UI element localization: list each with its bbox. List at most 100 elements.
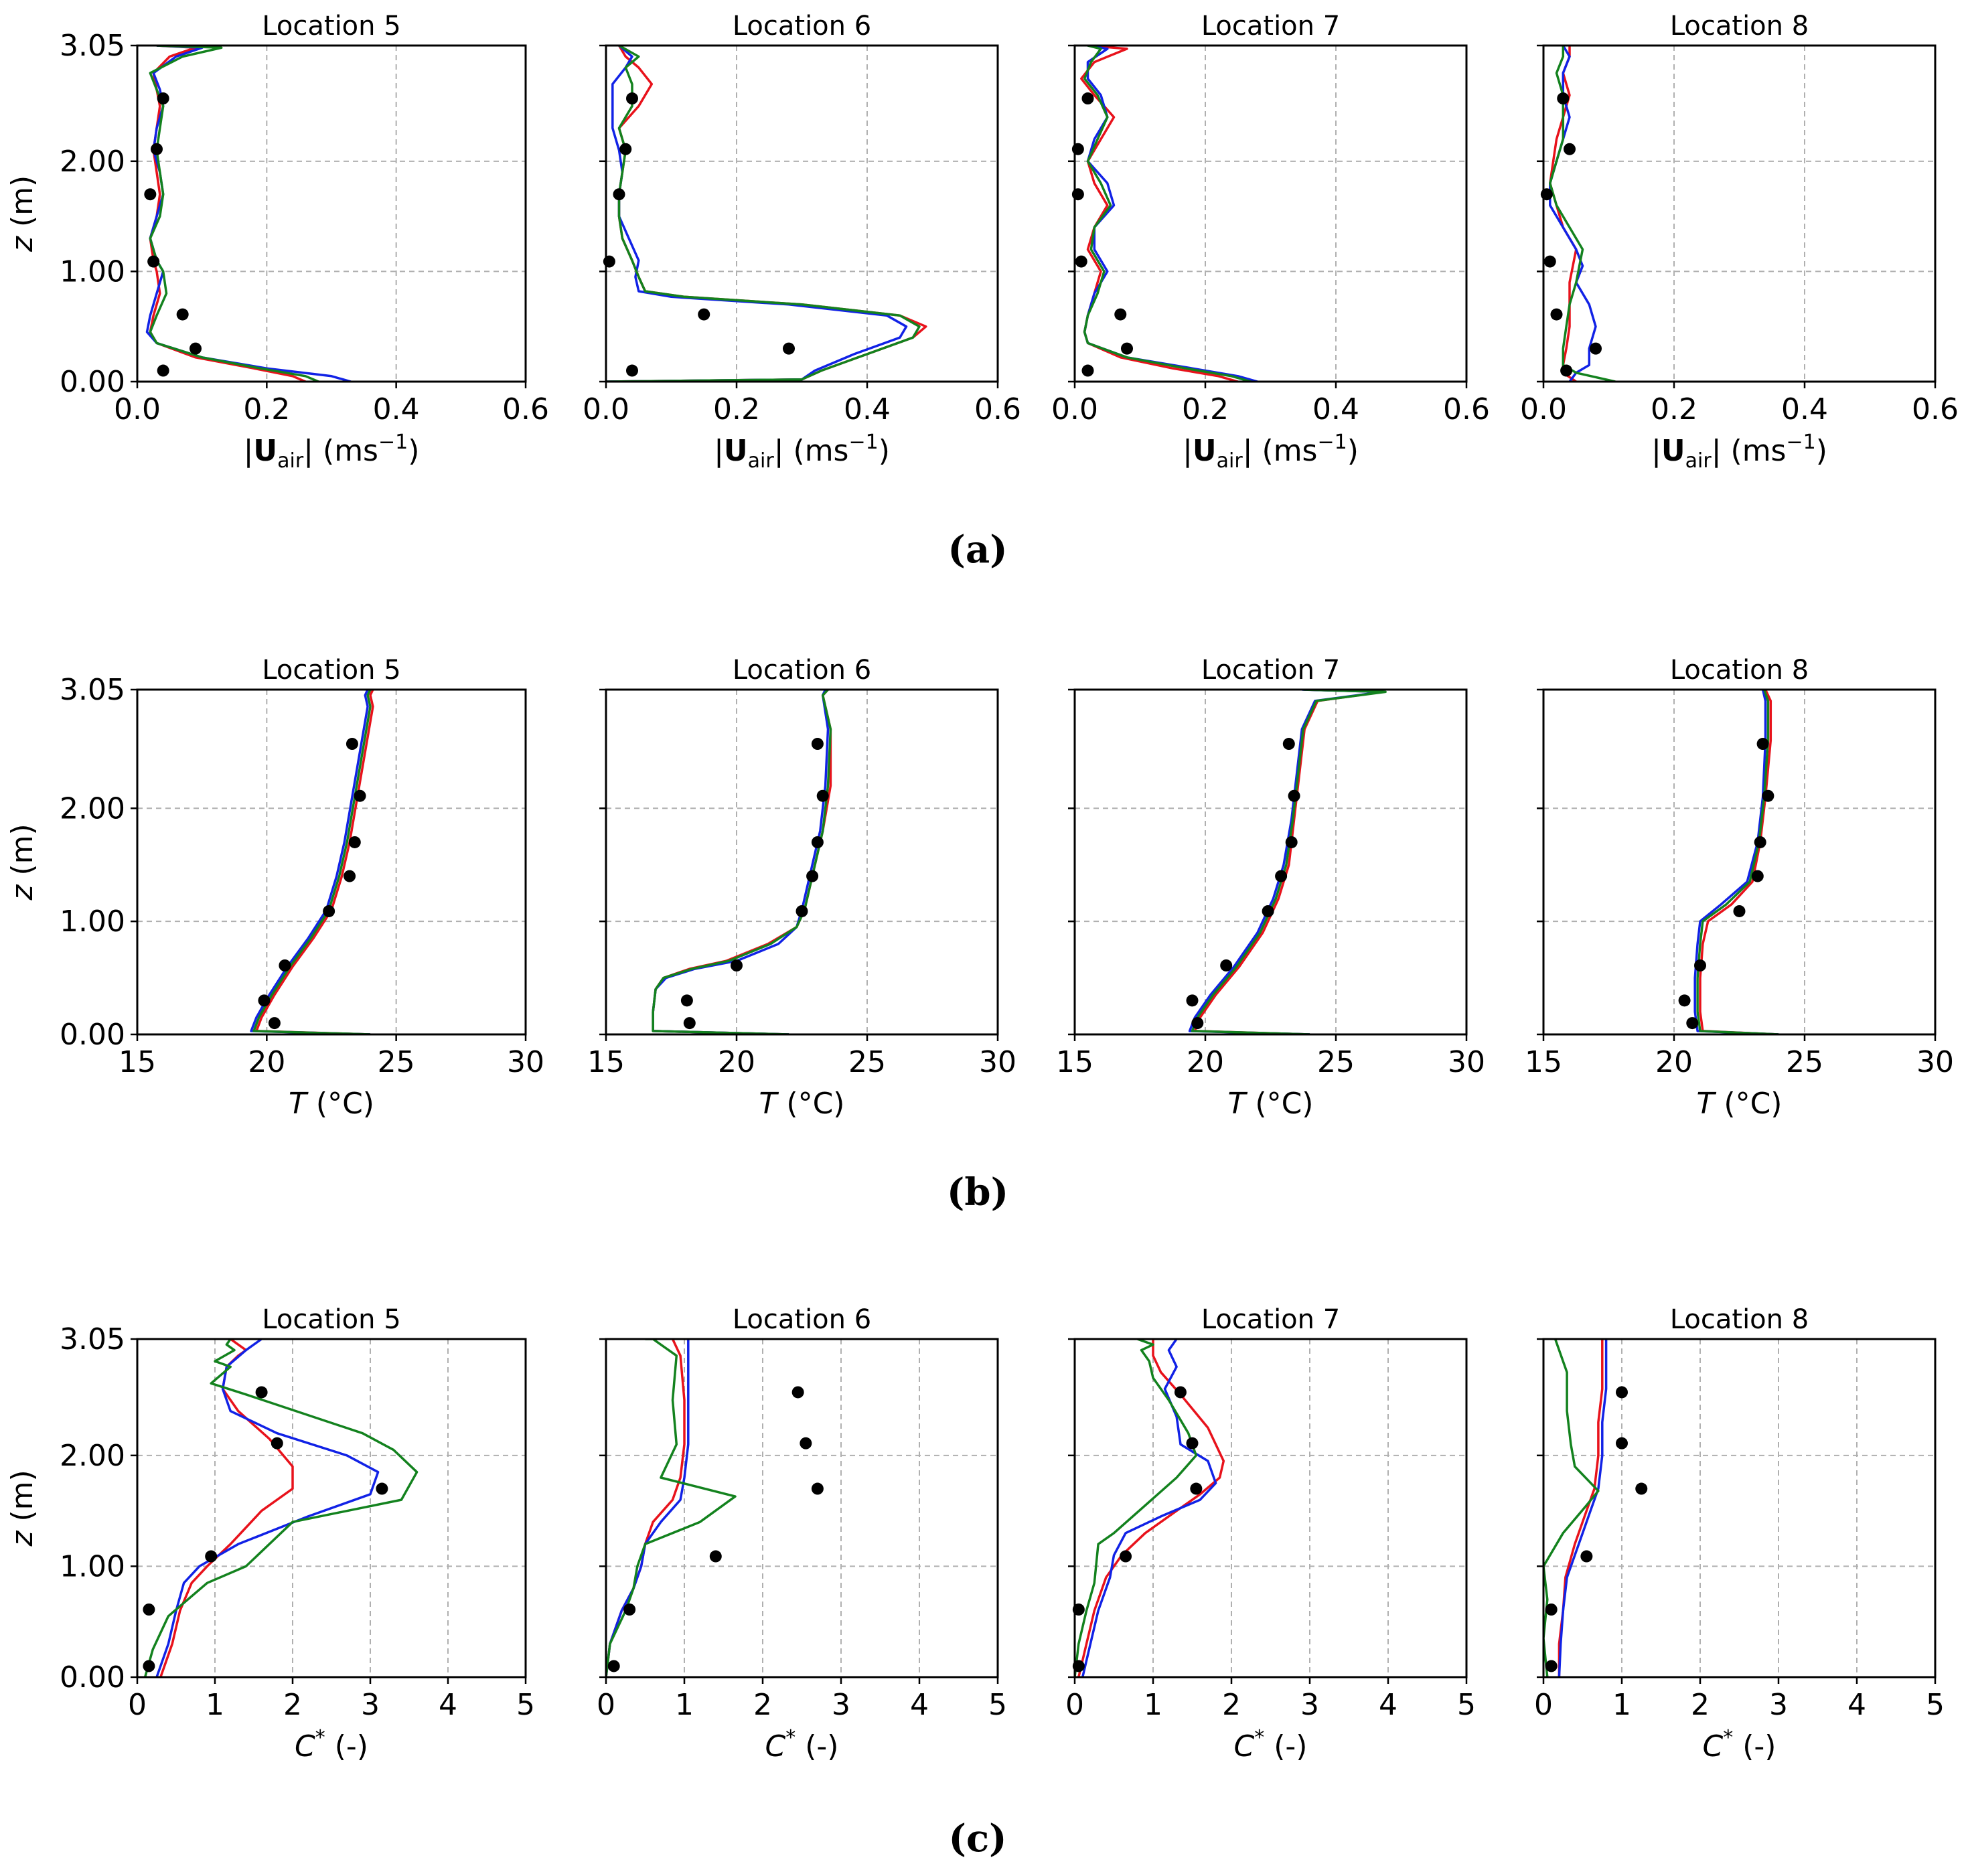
y-tick-label: 3.05 — [60, 1322, 125, 1356]
experiment-point — [806, 870, 819, 882]
series-line-green — [1696, 690, 1779, 1034]
experiment-point — [680, 994, 693, 1007]
x-axis-label: |Uair| (ms−1) — [1183, 431, 1359, 473]
x-tick-label: 0.6 — [502, 392, 549, 426]
experiment-point — [1282, 738, 1295, 751]
row-a-velocity: 0.0 0.2 0.4 0.6 0.00 1.00 2.00 3.05 Location 5 |U… — [5, 11, 1959, 473]
row-c-concentration: 0 1 2 3 4 5 0.00 1.00 2.00 3.05 Location 5 C* (-) z … — [5, 1304, 1945, 1764]
y-tick-label: 0.00 — [60, 1018, 125, 1052]
panel-title: Location 6 — [733, 1304, 871, 1335]
panel-title: Location 8 — [1670, 11, 1809, 42]
x-axis-label: T (°C) — [289, 1087, 374, 1121]
panel-c-location-8: 0 1 2 3 4 5 Location 8 C* (-) — [1534, 1304, 1945, 1764]
series-line-red — [1558, 1339, 1604, 1677]
experiment-point — [1754, 836, 1766, 848]
panel-a-location-8: 0.0 0.2 0.4 0.6 Location 8 |Uair| (ms−1) — [1520, 11, 1959, 473]
series-line-red — [1699, 690, 1779, 1034]
x-axis-label: |Uair| (ms−1) — [244, 431, 420, 473]
experiment-point — [1186, 994, 1199, 1007]
experiment-point — [1756, 738, 1769, 751]
panel-b-location-8: 15 20 25 30 Location 8 T (°C) — [1525, 655, 1954, 1121]
experiment-point — [143, 1604, 155, 1616]
experiment-point — [1543, 255, 1556, 268]
experiment-point — [190, 342, 202, 355]
experiment-point — [1678, 994, 1691, 1007]
panel-c-location-6: 0 1 2 3 4 5 Location 6 C* (-) — [597, 1304, 1007, 1764]
plot-frame — [1073, 1338, 1468, 1678]
x-tick-label: 0.6 — [974, 392, 1021, 426]
x-tick-label: 4 — [439, 1688, 457, 1722]
series-line-red — [606, 46, 927, 382]
experiment-point — [1635, 1482, 1648, 1495]
x-tick-label: 30 — [979, 1045, 1016, 1079]
experiment-point — [796, 905, 808, 917]
panel-title: Location 6 — [733, 655, 871, 686]
series-line-green — [149, 46, 319, 382]
panel-c-location-7: 0 1 2 3 4 5 Location 7 C* (-) — [1065, 1304, 1476, 1764]
plot-frame — [136, 44, 527, 383]
y-tick-label: 2.00 — [60, 1439, 125, 1473]
x-tick-label: 3 — [832, 1688, 850, 1722]
series-line-red — [652, 690, 832, 1034]
panel-a-location-6: 0.0 0.2 0.4 0.6 Location 6 |Uair| (ms−1) — [583, 11, 1021, 473]
experiment-point — [176, 308, 189, 321]
series-line-green — [1075, 1339, 1198, 1677]
experiment-point — [1081, 92, 1094, 105]
series-line-green — [606, 1339, 737, 1677]
x-tick-label: 3 — [361, 1688, 380, 1722]
x-axis-label: T (°C) — [1697, 1087, 1783, 1121]
experiment-point — [623, 1604, 636, 1616]
x-tick-label: 0.4 — [1312, 392, 1359, 426]
experiment-point — [1114, 308, 1127, 321]
experiment-point — [157, 364, 169, 377]
experiment-point — [1580, 1550, 1593, 1563]
plot-frame — [136, 1338, 527, 1678]
panel-title: Location 8 — [1670, 1304, 1809, 1335]
series-line-red — [255, 690, 374, 1034]
experiment-point — [811, 836, 824, 848]
x-tick-label: 30 — [1448, 1045, 1485, 1079]
x-axis-label: C* (-) — [1703, 1726, 1776, 1764]
series-line-blue — [1188, 690, 1384, 1034]
x-tick-label: 1 — [1144, 1688, 1162, 1722]
experiment-point — [1616, 1386, 1628, 1399]
x-tick-label: 2 — [753, 1688, 772, 1722]
series-line-blue — [155, 1339, 380, 1677]
series-line-green — [252, 690, 372, 1034]
experiment-point — [1557, 92, 1570, 105]
x-axis-label: T (°C) — [759, 1087, 845, 1121]
x-axis-label: C* (-) — [1234, 1726, 1308, 1764]
experiment-point — [1751, 870, 1764, 882]
y-tick-label: 3.05 — [60, 673, 125, 707]
experiment-point — [1081, 364, 1094, 377]
x-axis-label: |Uair| (ms−1) — [1651, 431, 1827, 473]
x-tick-label: 4 — [1379, 1688, 1397, 1722]
series-line-blue — [250, 690, 371, 1034]
series-line-blue — [1549, 46, 1597, 382]
panel-a-location-7: 0.0 0.2 0.4 0.6 Location 7 |Uair| (ms−1) — [1051, 11, 1490, 473]
experiment-point — [1762, 789, 1774, 802]
y-tick-label: 3.05 — [60, 29, 125, 63]
x-tick-label: 20 — [718, 1045, 755, 1079]
x-tick-label: 0.0 — [114, 392, 161, 426]
experiment-point — [709, 1550, 722, 1563]
x-tick-label: 0.0 — [1051, 392, 1098, 426]
x-tick-label: 25 — [848, 1045, 886, 1079]
experiment-point — [1262, 905, 1274, 917]
x-tick-label: 2 — [283, 1688, 302, 1722]
x-tick-label: 0.2 — [243, 392, 290, 426]
series-line-red — [159, 1339, 294, 1677]
experiment-point — [698, 308, 710, 321]
x-tick-label: 0.4 — [1781, 392, 1828, 426]
x-tick-label: 0.0 — [583, 392, 629, 426]
x-tick-label: 0 — [1065, 1688, 1084, 1722]
x-tick-label: 15 — [1525, 1045, 1562, 1079]
x-tick-label: 25 — [378, 1045, 415, 1079]
plot-frame — [1542, 1338, 1937, 1678]
x-axis-label: C* (-) — [295, 1726, 368, 1764]
series-line-green — [1543, 1339, 1600, 1677]
experiment-point — [683, 1017, 696, 1030]
x-tick-label: 0.4 — [844, 392, 891, 426]
panel-b-location-5: 15 20 25 30 0.00 1.00 2.00 3.05 Location 5 T (°C)… — [5, 655, 544, 1121]
